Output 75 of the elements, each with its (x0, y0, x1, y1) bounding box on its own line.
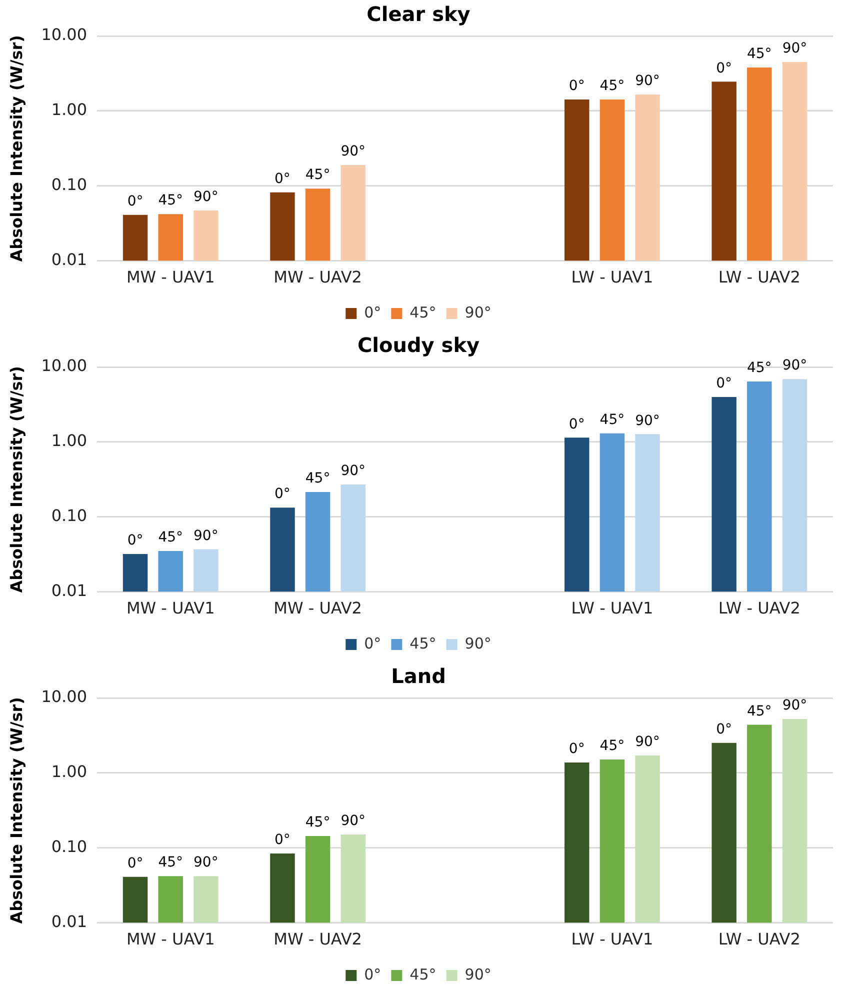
text: 90° (635, 734, 660, 750)
text: 45° (746, 703, 772, 720)
text: 45° (746, 46, 772, 62)
y-tick-label: 1.00 (51, 762, 88, 782)
y-axis-title: Absolute Intensity (W/sr) (6, 697, 26, 924)
y-tick-label: 10.00 (41, 356, 88, 376)
text: 0° (274, 486, 290, 502)
text: 90° (635, 73, 660, 90)
text: 90° (194, 854, 218, 871)
text: 0° (127, 856, 144, 872)
x-tick-label: LW - UAV2 (718, 268, 800, 287)
y-tick-label: 0.01 (51, 250, 88, 269)
text: 90° (340, 144, 366, 160)
y-tick-label: 0.01 (51, 912, 88, 931)
x-tick-label: MW - UAV1 (126, 598, 215, 618)
legend-label: 90° (464, 965, 492, 984)
x-tick-label: LW - UAV1 (571, 598, 654, 618)
text: 45° (600, 412, 625, 428)
y-tick-label: 0.10 (51, 837, 88, 856)
x-tick-label: MW - UAV2 (274, 930, 362, 949)
text: 0° (127, 194, 144, 210)
y-tick-label: 1.00 (51, 100, 88, 120)
chart-title: Land (391, 664, 446, 688)
text: 90° (194, 528, 218, 544)
text: 45° (600, 78, 625, 94)
text: 90° (194, 189, 218, 206)
chart-title: Clear sky (366, 2, 470, 26)
x-tick-label: MW - UAV1 (126, 268, 215, 287)
text: 45° (600, 738, 625, 754)
text: 90° (782, 358, 808, 374)
x-tick-label: MW - UAV2 (274, 268, 362, 287)
text: 0° (716, 376, 732, 392)
text: 90° (782, 40, 808, 57)
x-tick-label: MW - UAV2 (274, 598, 362, 618)
text: 0° (274, 170, 290, 187)
y-tick-label: 10.00 (41, 687, 88, 706)
x-tick-label: LW - UAV1 (571, 930, 654, 949)
text: 0° (127, 532, 144, 549)
x-tick-label: LW - UAV2 (718, 930, 800, 949)
legend-label: 0° (364, 634, 382, 652)
y-tick-label: 0.01 (51, 580, 88, 600)
text: 45° (305, 470, 330, 487)
text: 45° (158, 530, 184, 546)
text: 90° (782, 698, 808, 714)
y-tick-label: 10.00 (41, 25, 88, 44)
text: 45° (746, 360, 772, 376)
text: 45° (305, 167, 330, 184)
y-tick-label: 1.00 (51, 431, 88, 450)
x-tick-label: LW - UAV2 (718, 598, 800, 618)
text: 0° (274, 832, 290, 848)
text: 90° (635, 412, 660, 429)
legend-label: 0° (364, 303, 382, 322)
text: 0° (716, 60, 732, 76)
legend-label: 45° (410, 965, 436, 984)
text: 0° (568, 416, 585, 432)
y-tick-label: 0.10 (51, 175, 88, 194)
text: 0° (716, 721, 732, 738)
y-axis-title: Absolute Intensity (W/sr) (6, 366, 26, 593)
x-tick-label: LW - UAV1 (571, 268, 654, 287)
legend-label: 45° (410, 634, 436, 652)
text: 0° (568, 741, 585, 758)
legend-label: 0° (364, 965, 382, 984)
text: 45° (158, 192, 184, 209)
text: 90° (340, 813, 366, 830)
text: 45° (305, 814, 330, 831)
y-tick-label: 0.10 (51, 506, 88, 526)
text: 0° (568, 78, 585, 94)
chart-title: Cloudy sky (357, 333, 480, 358)
legend-label: 90° (464, 634, 492, 652)
y-axis-title: Absolute Intensity (W/sr) (6, 35, 26, 262)
text: 90° (340, 463, 366, 480)
legend-label: 45° (410, 303, 436, 322)
legend-label: 90° (464, 303, 492, 322)
x-tick-label: MW - UAV1 (126, 930, 215, 949)
text: 45° (158, 854, 184, 871)
